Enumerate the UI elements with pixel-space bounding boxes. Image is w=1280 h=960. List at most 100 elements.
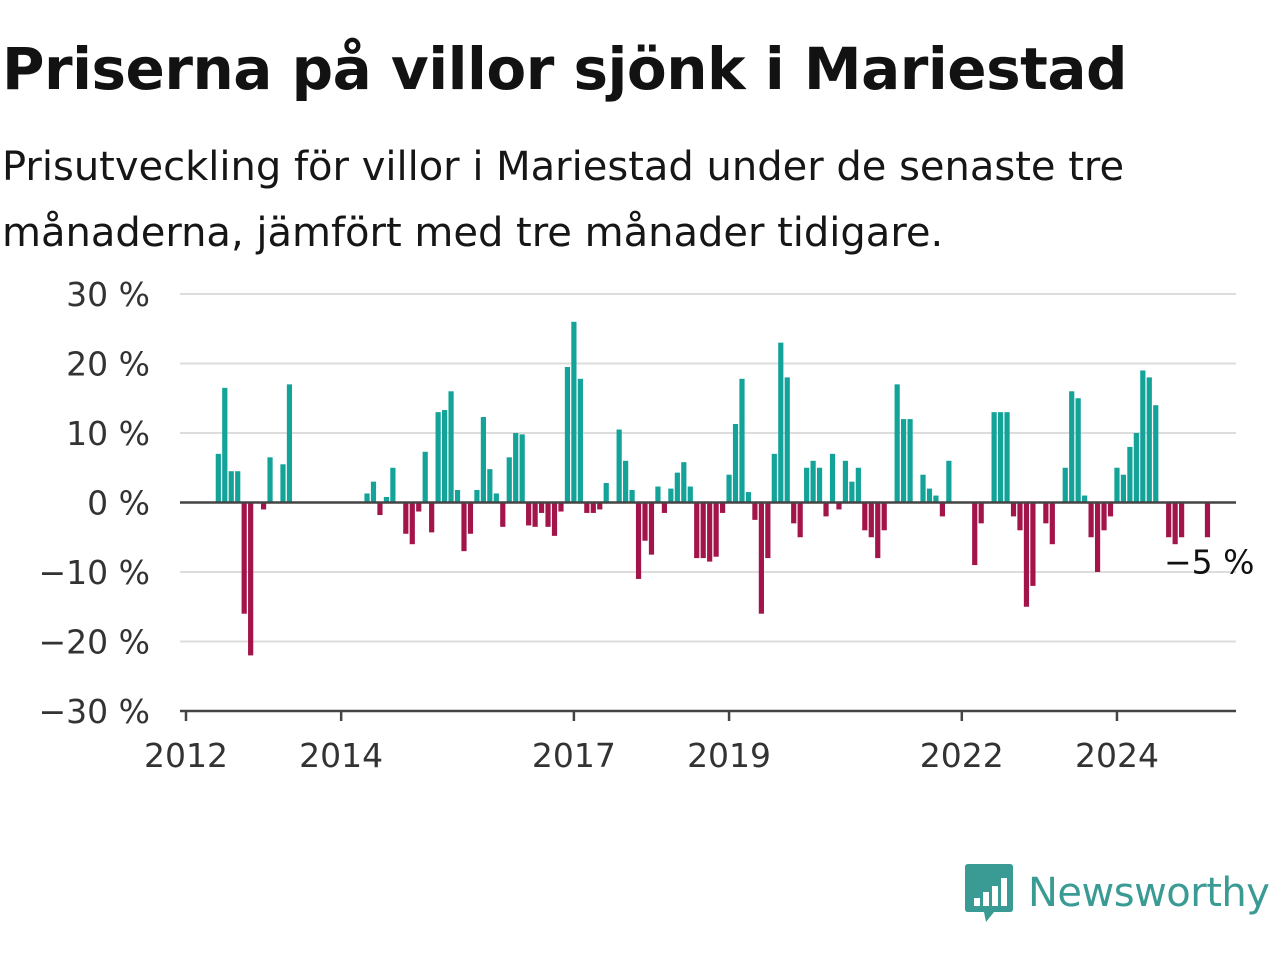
- bar: [635, 502, 642, 579]
- bar: [1120, 474, 1127, 503]
- bar: [435, 412, 441, 503]
- grid-lines: [180, 293, 1236, 643]
- bar: [875, 502, 881, 559]
- bar: [720, 502, 726, 513]
- bar: [894, 384, 900, 503]
- bar: [771, 453, 777, 503]
- bar: [519, 434, 525, 503]
- bar: [241, 502, 247, 614]
- bar: [829, 453, 836, 503]
- bar: [280, 464, 286, 503]
- bar: [215, 453, 221, 503]
- bar: [286, 384, 293, 503]
- bar: [228, 471, 234, 503]
- bar: [526, 502, 532, 526]
- bar: [804, 467, 810, 503]
- bar: [1043, 502, 1049, 524]
- bar: [623, 460, 629, 503]
- bar: [726, 474, 732, 503]
- bar: [907, 419, 913, 503]
- bar: [442, 410, 448, 503]
- bar: [752, 502, 758, 520]
- bar: [739, 378, 745, 503]
- bar: [933, 495, 939, 503]
- bar: [558, 502, 564, 512]
- brand-name: Newsworthy: [1028, 870, 1270, 916]
- bars: [215, 321, 1211, 656]
- bar: [655, 486, 661, 503]
- bar: [997, 412, 1004, 503]
- y-axis: 30 % 20 % 10 % 0 % −10 % −20 % −30 %: [39, 275, 151, 731]
- bar: [577, 378, 583, 503]
- bar: [545, 502, 551, 527]
- bar: [784, 377, 790, 503]
- bar: [538, 502, 545, 513]
- x-tick-label: 2022: [920, 736, 1004, 775]
- bar: [1166, 502, 1172, 538]
- bar: [513, 433, 519, 503]
- bar: [1153, 405, 1159, 503]
- bar: [1017, 502, 1023, 531]
- bar: [571, 321, 577, 503]
- bar: [461, 502, 467, 552]
- chart-subtitle: Prisutveckling för villor i Mariestad un…: [2, 144, 1125, 256]
- x-axis: 2012 2014 2017 2019 2022 2024: [144, 501, 1236, 775]
- bar: [700, 502, 706, 559]
- bar: [823, 502, 829, 517]
- y-tick-label: 30 %: [66, 275, 150, 314]
- bar: [661, 502, 668, 513]
- bar: [1010, 502, 1017, 517]
- x-tick-label: 2012: [144, 736, 228, 775]
- bar: [881, 502, 887, 531]
- bar: [862, 502, 868, 531]
- bar: [383, 496, 390, 503]
- bar: [500, 502, 506, 527]
- bar: [707, 502, 713, 562]
- bar: [713, 502, 719, 557]
- bar: [758, 502, 764, 614]
- y-tick-label: −30 %: [39, 692, 151, 731]
- bar: [1082, 495, 1088, 503]
- bar: [1140, 370, 1146, 503]
- bar: [422, 451, 428, 503]
- bar: [377, 502, 383, 516]
- bar: [551, 502, 558, 536]
- bar: [849, 481, 855, 503]
- bar: [493, 493, 499, 503]
- bar: [616, 429, 622, 503]
- bar: [648, 502, 655, 555]
- bar: [1088, 502, 1094, 538]
- bar: [1127, 446, 1133, 503]
- bar: [694, 502, 700, 559]
- bar: [868, 502, 874, 538]
- bar: [603, 483, 609, 503]
- bar: [1062, 467, 1068, 503]
- bar: [260, 502, 267, 510]
- x-tick-label: 2017: [532, 736, 616, 775]
- bar: [506, 457, 512, 503]
- bar: [1179, 502, 1185, 538]
- bar: [590, 502, 596, 513]
- bar: [778, 342, 784, 503]
- x-tick-label: 2019: [687, 736, 771, 775]
- bar: [409, 502, 415, 545]
- y-tick-label: −10 %: [39, 553, 151, 592]
- bar: [681, 462, 687, 503]
- bar: [926, 488, 933, 503]
- bar: [1172, 502, 1178, 545]
- y-tick-label: −20 %: [39, 623, 151, 662]
- bar: [1075, 398, 1081, 503]
- bar: [642, 502, 648, 541]
- bar: [248, 502, 254, 656]
- bar: [597, 502, 603, 510]
- bar: [429, 502, 435, 533]
- bar: [797, 502, 803, 538]
- bar: [991, 412, 997, 503]
- bar: [1204, 502, 1211, 538]
- bar: [584, 502, 590, 513]
- bar: [810, 460, 816, 503]
- bar: [732, 423, 739, 503]
- bar: [946, 460, 952, 503]
- bar: [1133, 433, 1139, 503]
- bar: [901, 419, 907, 503]
